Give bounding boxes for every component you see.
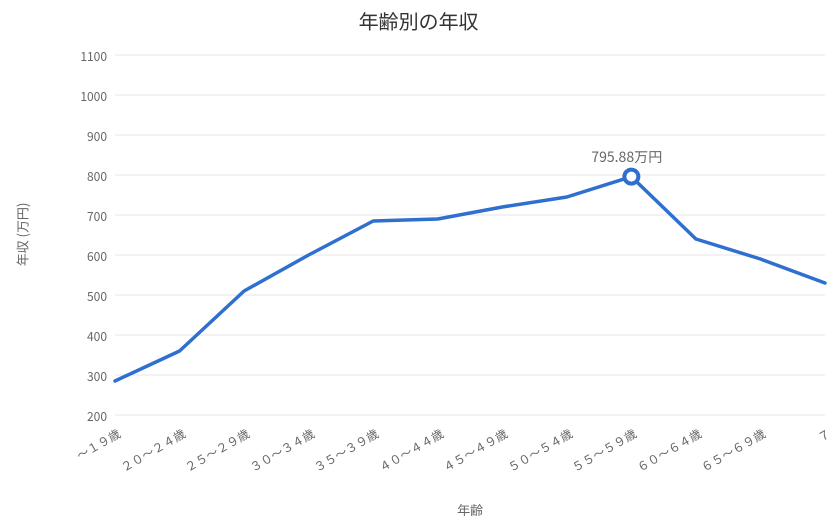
y-tick: 500	[65, 288, 107, 305]
peak-annotation: 795.88万円	[591, 147, 662, 167]
y-tick: 200	[65, 408, 107, 425]
y-tick: 800	[65, 168, 107, 185]
y-tick: 1100	[65, 48, 107, 65]
y-tick: 400	[65, 328, 107, 345]
y-tick: 1000	[65, 88, 107, 105]
line-chart: 年齢別の年収 年収 (万円) 年齢 795.88万円 2003004005006…	[0, 0, 837, 522]
y-tick: 600	[65, 248, 107, 265]
y-tick: 300	[65, 368, 107, 385]
y-tick: 700	[65, 208, 107, 225]
y-tick: 900	[65, 128, 107, 145]
